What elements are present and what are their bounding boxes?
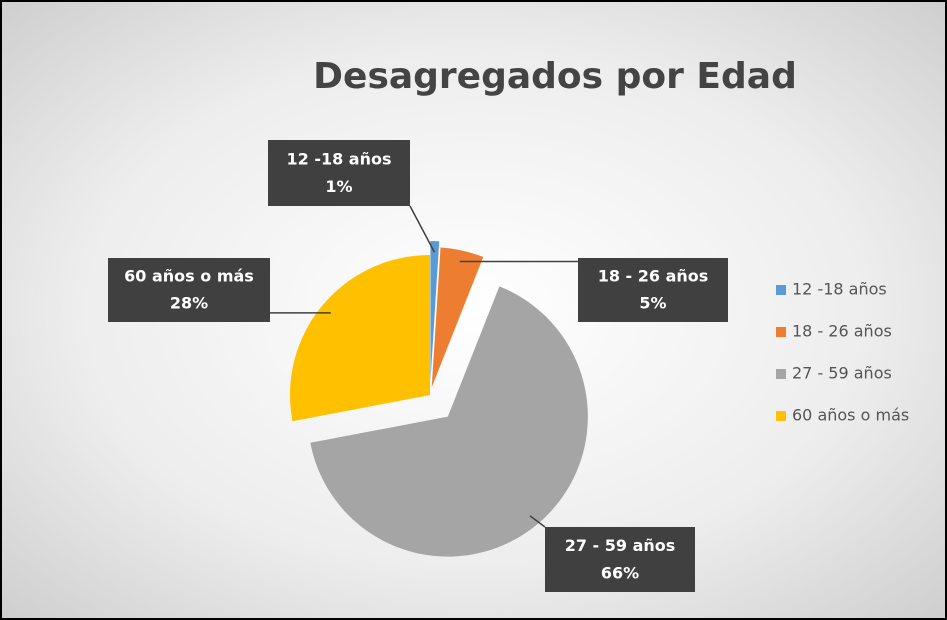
- label-category: 12 -18 años: [286, 149, 391, 168]
- label-box: [108, 258, 270, 322]
- label-box: [578, 258, 728, 322]
- leader-line: [409, 205, 436, 253]
- legend: 12 -18 años 18 - 26 años 27 - 59 años 60 añ…: [776, 280, 909, 425]
- chart-title: Desagregados por Edad: [313, 56, 797, 97]
- leader-line: [529, 515, 546, 528]
- label-box: [268, 140, 410, 206]
- label-category: 18 - 26 años: [598, 267, 709, 286]
- label-category: 27 - 59 años: [565, 536, 676, 555]
- legend-label: 12 -18 años: [792, 280, 887, 299]
- legend-swatch: [776, 411, 786, 421]
- pie-slice: [430, 241, 440, 382]
- legend-label: 27 - 59 años: [792, 364, 892, 383]
- label-value: 66%: [601, 563, 639, 582]
- legend-label: 60 años o más: [792, 406, 909, 425]
- label-box: [545, 527, 695, 592]
- pie-slice: [431, 247, 484, 388]
- legend-label: 18 - 26 años: [792, 322, 892, 341]
- legend-swatch: [776, 285, 786, 295]
- label-value: 5%: [639, 294, 666, 313]
- label-value: 28%: [170, 294, 208, 313]
- legend-swatch: [776, 369, 786, 379]
- data-labels: 12 -18 años 1% 18 - 26 años 5% 27 - 59 años 6…: [108, 140, 728, 592]
- pie-slice: [290, 255, 430, 422]
- legend-swatch: [776, 327, 786, 337]
- pie-slice: [310, 286, 588, 557]
- label-category: 60 años o más: [124, 267, 254, 286]
- label-value: 1%: [325, 177, 352, 196]
- pie: [290, 241, 588, 557]
